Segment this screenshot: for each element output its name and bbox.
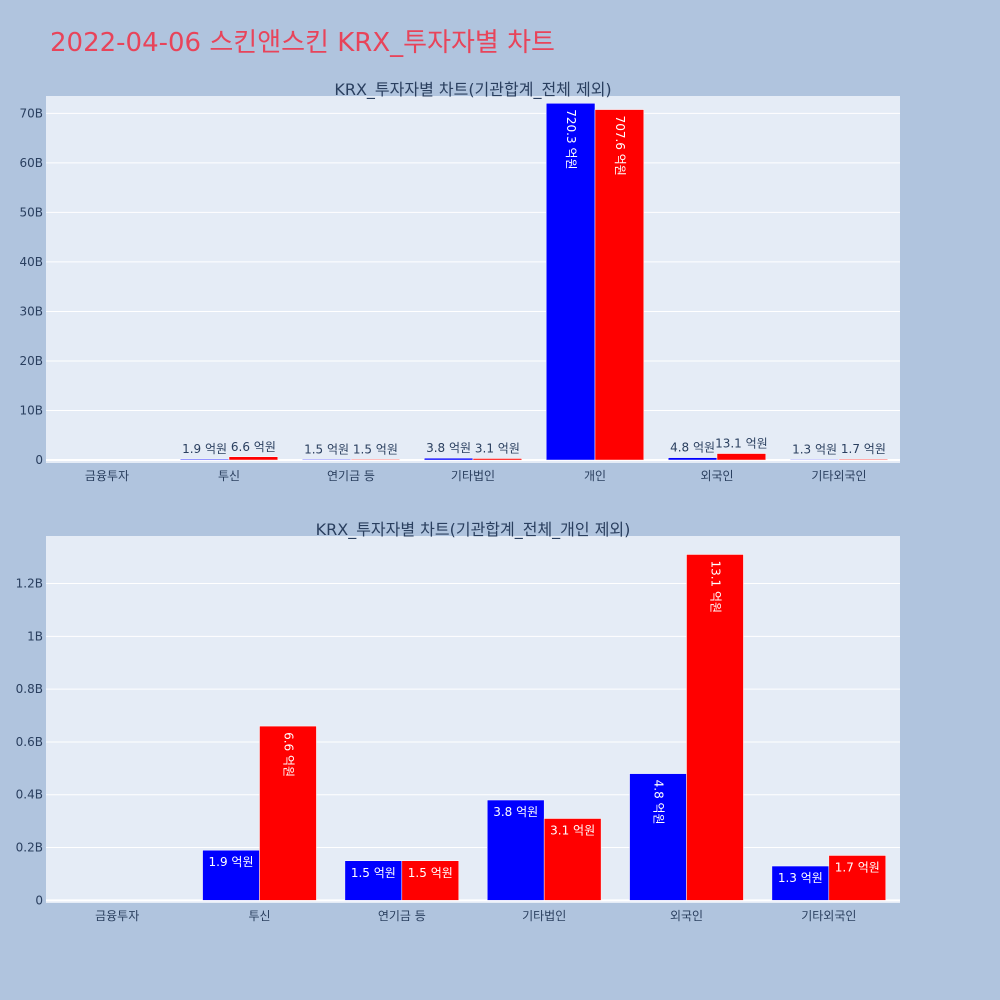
data-label: 1.5 억원 (353, 442, 398, 456)
bar (350, 459, 401, 461)
y-tick-label: 70B (19, 106, 43, 120)
y-tick-label: 30B (19, 304, 43, 318)
data-label: 3.1 억원 (550, 824, 595, 838)
data-label: 3.8 억원 (493, 805, 538, 819)
data-label: 1.3 억원 (792, 442, 837, 456)
bar (401, 860, 460, 901)
x-tick-label: 금융투자 (95, 909, 139, 923)
y-tick-label: 20B (19, 354, 43, 368)
x-tick-label: 연기금 등 (327, 469, 375, 483)
y-tick-label: 10B (19, 404, 43, 418)
y-tick-label: 1B (27, 629, 43, 643)
y-tick-label: 0.6B (16, 735, 43, 749)
x-tick-label: 기타법인 (522, 909, 566, 923)
x-tick-label: 기타외국인 (811, 469, 866, 483)
y-tick-label: 0.4B (16, 788, 43, 802)
x-tick-label: 금융투자 (85, 469, 129, 483)
chart-title: KRX_투자자별 차트(기관합계_전체_개인 제외) (316, 520, 631, 540)
y-tick-label: 0 (35, 453, 43, 467)
data-label: 3.8 억원 (426, 441, 471, 455)
data-label: 13.1 억원 (708, 560, 722, 613)
page-title: 2022-04-06 스킨앤스킨 KRX_투자자별 차트 (50, 28, 555, 58)
data-label: 4.8 억원 (670, 441, 715, 455)
bar (545, 103, 596, 461)
bar (771, 865, 830, 901)
plot-area (46, 96, 900, 463)
data-label: 1.5 억원 (304, 442, 349, 456)
data-label: 13.1 억원 (715, 437, 768, 451)
data-label: 1.9 억원 (182, 442, 227, 456)
data-label: 1.5 억원 (351, 866, 396, 880)
bar (686, 554, 744, 901)
x-tick-label: 연기금 등 (378, 909, 426, 923)
data-label: 1.9 억원 (209, 855, 254, 869)
x-tick-label: 기타외국인 (801, 909, 856, 923)
y-tick-label: 0.8B (16, 682, 43, 696)
x-tick-label: 기타법인 (451, 469, 495, 483)
x-tick-label: 개인 (584, 469, 606, 483)
chart-top: 0 10B 20B 30B 40B 50B 60B 70B KRX_투자자별 차트(기관합계_전… (19, 80, 900, 483)
y-tick-label: 0.2B (16, 841, 43, 855)
bar (716, 453, 767, 461)
y-tick-label: 0 (35, 893, 43, 907)
bar (259, 725, 317, 901)
data-label: 1.3 억원 (778, 871, 823, 885)
data-label: 720.3 억원 (564, 109, 578, 169)
data-label: 3.1 억원 (475, 441, 520, 455)
data-label: 707.6 억원 (613, 116, 627, 176)
bar (228, 456, 279, 461)
bar (344, 860, 403, 901)
data-label: 6.6 억원 (231, 440, 276, 454)
x-tick-label: 외국인 (670, 909, 703, 923)
bar (472, 458, 523, 461)
data-label: 6.6 억원 (281, 732, 295, 777)
bar (828, 855, 887, 901)
x-tick-label: 투신 (248, 909, 270, 923)
bar (629, 773, 687, 901)
data-label: 4.8 억원 (652, 780, 666, 825)
y-tick-label: 60B (19, 156, 43, 170)
data-label: 1.7 억원 (835, 860, 880, 874)
chart-title: KRX_투자자별 차트(기관합계_전체 제외) (334, 80, 611, 100)
y-tick-label: 1.2B (16, 577, 43, 591)
data-label: 1.5 억원 (408, 866, 453, 880)
bar (594, 109, 645, 461)
x-tick-label: 외국인 (700, 469, 733, 483)
x-tick-label: 투신 (218, 469, 240, 483)
plot-area (46, 536, 900, 903)
y-tick-label: 40B (19, 255, 43, 269)
data-label: 1.7 억원 (841, 442, 886, 456)
bar (486, 799, 545, 901)
bar (202, 849, 260, 901)
bar (838, 458, 889, 461)
bar (543, 818, 602, 901)
y-tick-label: 50B (19, 205, 43, 219)
